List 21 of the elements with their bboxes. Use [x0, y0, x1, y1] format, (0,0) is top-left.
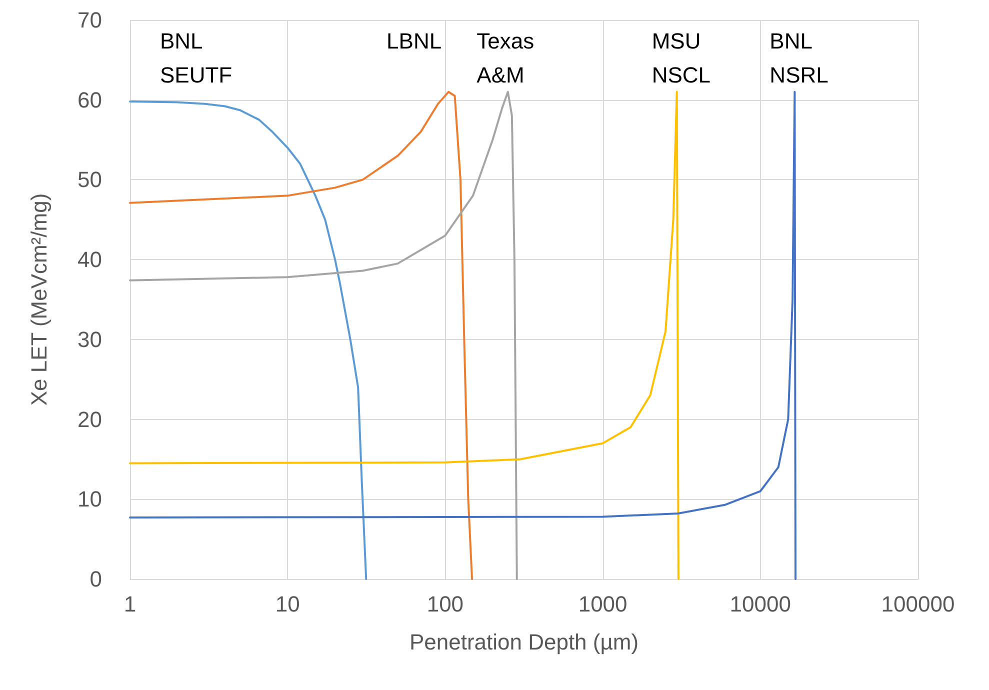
- x-tick-label: 100: [426, 592, 464, 616]
- y-tick-label: 60: [78, 87, 102, 112]
- x-tick-label: 10: [275, 592, 300, 616]
- series-label: LBNL: [386, 28, 442, 54]
- x-axis-title: Penetration Depth (µm): [409, 630, 639, 654]
- series-label: BNL NSRL: [770, 28, 828, 88]
- y-tick-label: 70: [78, 8, 102, 32]
- y-tick-label: 30: [78, 326, 102, 352]
- y-axis-title: Xe LET (MeVcm²/mg): [26, 193, 52, 406]
- series-label: Texas A&M: [476, 28, 534, 88]
- y-tick-label: 20: [78, 406, 102, 432]
- x-tick-label: 10000: [730, 592, 791, 616]
- x-tick-label: 1: [124, 592, 136, 616]
- x-tick-label: 1000: [578, 592, 628, 616]
- y-tick-label: 40: [78, 247, 102, 272]
- y-tick-label: 0: [90, 566, 102, 592]
- series-label: BNL SEUTF: [160, 28, 232, 88]
- y-tick-label: 10: [78, 486, 102, 512]
- x-tick-label: 100000: [881, 592, 955, 616]
- series-label: MSU NSCL: [652, 28, 711, 88]
- y-tick-label: 50: [78, 167, 102, 192]
